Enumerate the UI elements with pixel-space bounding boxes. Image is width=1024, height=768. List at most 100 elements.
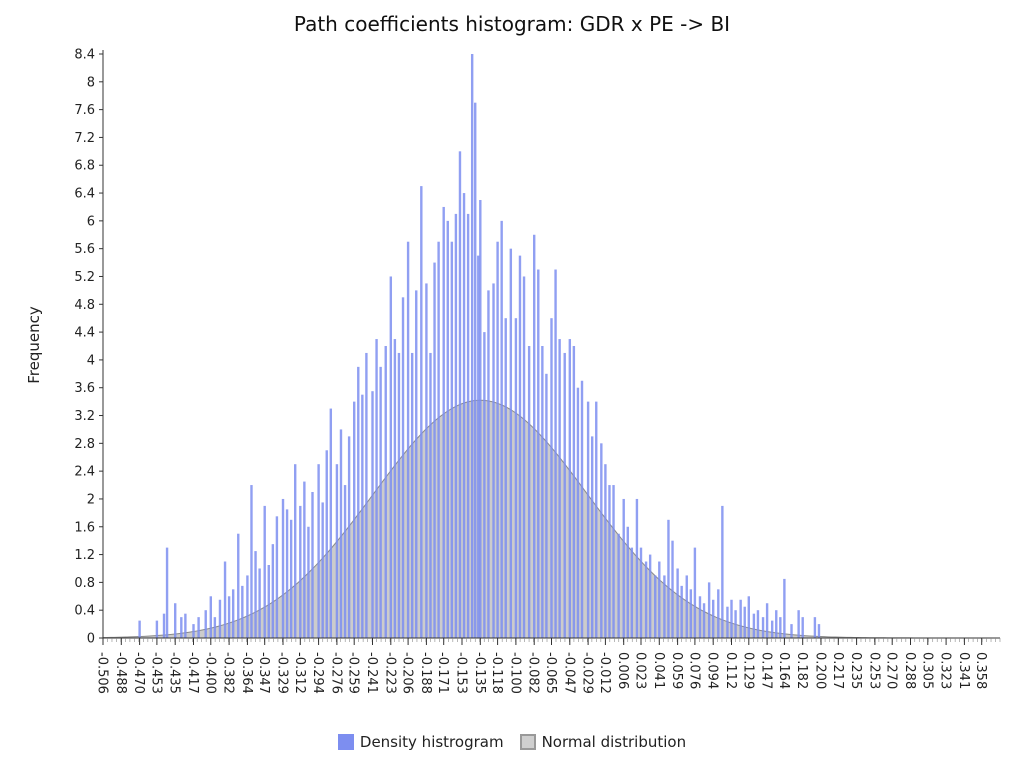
x-tick-label: -0.329 [275, 652, 290, 694]
histogram-bar [590, 436, 594, 638]
histogram-bar [522, 276, 526, 638]
x-tick-label: -0.470 [131, 652, 146, 694]
x-tick-label: -0.206 [400, 652, 415, 694]
legend: Density histrogram Normal distribution [0, 733, 1024, 751]
histogram-bar [303, 481, 306, 638]
histogram-bar [717, 589, 720, 638]
x-tick-label: 0.341 [956, 652, 971, 689]
histogram-bar [375, 339, 378, 638]
histogram-bar [734, 610, 737, 638]
histogram-bar [371, 391, 374, 638]
histogram-bar [608, 485, 611, 638]
x-tick-label: 0.059 [669, 652, 684, 689]
histogram-bar [347, 436, 351, 638]
histogram-bar [433, 262, 436, 638]
x-tick-label: -0.453 [148, 652, 163, 694]
histogram-bar [801, 617, 804, 638]
histogram-bar [410, 352, 414, 638]
legend-item-normal[interactable]: Normal distribution [519, 733, 686, 751]
y-tick-label: 5.2 [74, 270, 95, 285]
x-tick-label: 0.112 [723, 652, 738, 689]
histogram-bar [317, 464, 320, 638]
histogram-bars-layer [138, 54, 821, 639]
x-tick-label: -0.100 [507, 652, 522, 694]
x-tick-label: -0.135 [472, 652, 487, 694]
histogram-bar [779, 617, 782, 638]
histogram-bar [204, 610, 207, 638]
histogram-bar [504, 318, 507, 638]
histogram-bar [626, 526, 629, 638]
histogram-bar [813, 617, 817, 638]
histogram-bar [500, 220, 503, 639]
histogram-bar [509, 248, 513, 639]
histogram-bar [817, 624, 821, 638]
histogram-bar [721, 505, 724, 638]
x-tick-label: -0.171 [435, 652, 450, 694]
x-tick-label: -0.065 [543, 652, 558, 694]
x-tick-label: -0.029 [580, 652, 595, 694]
x-tick-label: -0.400 [202, 652, 217, 694]
histogram-bar [689, 589, 693, 638]
histogram-bar [357, 366, 360, 638]
y-tick-label: 4.8 [74, 298, 95, 313]
histogram-bar [192, 624, 195, 638]
histogram-bar [600, 443, 603, 638]
x-tick-label: -0.382 [221, 652, 236, 694]
histogram-bar [250, 485, 253, 638]
x-tick-label: -0.276 [328, 652, 343, 694]
y-tick-label: 3.2 [74, 409, 95, 424]
histogram-bar [752, 613, 756, 638]
x-tick-label: 0.094 [705, 652, 720, 689]
y-tick-label: 6.4 [74, 187, 95, 202]
histogram-bar [712, 599, 715, 638]
histogram-bar [680, 585, 683, 638]
histogram-bar [639, 547, 643, 638]
x-tick-label: 0.147 [759, 652, 774, 689]
histogram-bar [442, 206, 445, 638]
x-tick-label: 0.323 [938, 652, 953, 689]
histogram-bar [797, 610, 800, 638]
x-tick-label: 0.235 [848, 652, 863, 689]
histogram-bar [393, 339, 397, 638]
histogram-bar [747, 596, 750, 638]
histogram-bar [339, 429, 343, 638]
y-tick-label: 8 [87, 75, 95, 90]
y-tick-label: 2 [87, 492, 95, 507]
chart-title: Path coefficients histogram: GDR x PE ->… [293, 12, 731, 36]
histogram-bar [231, 589, 235, 638]
histogram-bar [209, 596, 212, 638]
histogram-bar [454, 213, 458, 638]
legend-item-density[interactable]: Density histrogram [337, 733, 504, 751]
y-tick-label: 1.2 [74, 548, 95, 563]
y-tick-label: 6.8 [74, 159, 95, 174]
histogram-bar [466, 213, 470, 638]
histogram-bar [554, 269, 557, 638]
histogram-bar [450, 241, 454, 638]
x-tick-label: 0.023 [633, 652, 648, 689]
histogram-bar [743, 606, 746, 638]
histogram-bar [180, 617, 183, 638]
x-tick-label: -0.012 [597, 652, 612, 694]
x-tick-label: -0.223 [382, 652, 397, 694]
histogram-bar [648, 554, 652, 638]
histogram-bar [558, 339, 561, 638]
histogram-bar [384, 346, 387, 638]
histogram-bar [726, 606, 729, 638]
x-tick-label: 0.217 [830, 652, 845, 689]
histogram-bar [335, 464, 339, 638]
histogram-bar [285, 509, 289, 638]
histogram-bar [617, 533, 620, 638]
histogram-bar [576, 387, 580, 638]
x-tick-label: 0.041 [651, 652, 666, 689]
histogram-bar [281, 498, 285, 638]
histogram-bar [483, 332, 486, 638]
histogram-bar [761, 617, 765, 638]
histogram-bar [730, 599, 733, 638]
histogram-bar [756, 610, 760, 638]
histogram-bar [415, 290, 418, 638]
x-tick-label: 0.182 [794, 652, 809, 689]
histogram-bar [702, 603, 706, 638]
histogram-bar [518, 255, 522, 638]
histogram-bar [676, 568, 679, 638]
histogram-bar [174, 603, 177, 638]
